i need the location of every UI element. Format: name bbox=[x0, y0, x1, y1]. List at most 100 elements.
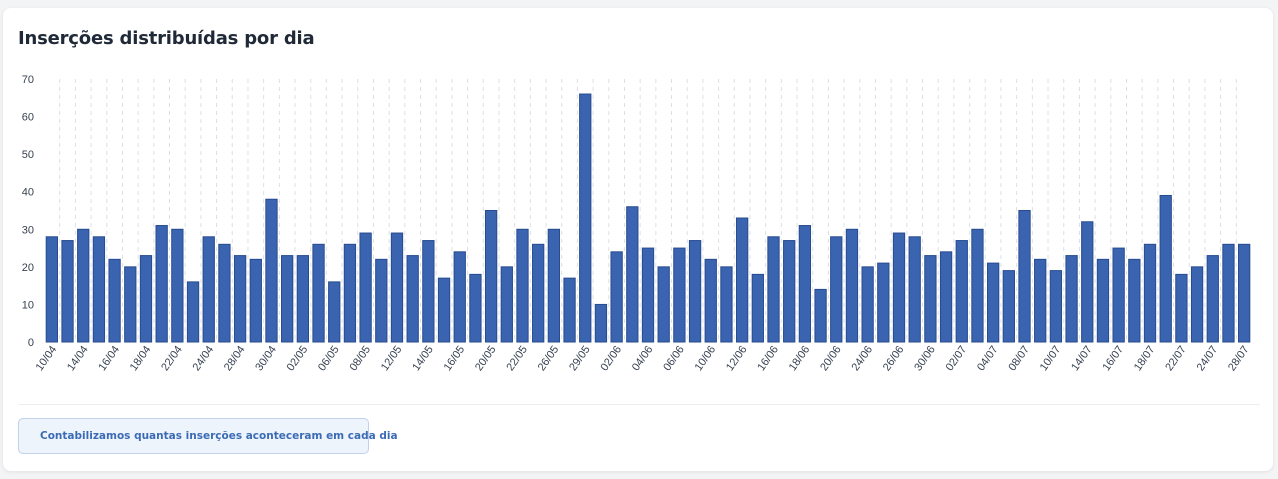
bar[interactable] bbox=[1206, 255, 1219, 343]
bar[interactable] bbox=[939, 251, 953, 343]
bar[interactable] bbox=[265, 198, 278, 343]
bar[interactable] bbox=[610, 251, 623, 343]
bar[interactable] bbox=[375, 258, 388, 343]
x-tick-label: 30/04 bbox=[253, 344, 279, 373]
bar[interactable] bbox=[1049, 270, 1063, 343]
bar[interactable] bbox=[986, 262, 1000, 343]
bar[interactable] bbox=[704, 258, 717, 343]
bar[interactable] bbox=[1112, 247, 1125, 343]
bar[interactable] bbox=[783, 240, 796, 343]
bar[interactable] bbox=[563, 277, 576, 343]
bar[interactable] bbox=[390, 232, 404, 343]
x-tick-label: 12/06 bbox=[724, 344, 750, 373]
bar[interactable] bbox=[406, 255, 419, 343]
bar[interactable] bbox=[218, 243, 231, 343]
bar[interactable] bbox=[296, 255, 310, 343]
x-tick-label: 26/05 bbox=[536, 344, 562, 373]
bar[interactable] bbox=[720, 266, 733, 343]
bar[interactable] bbox=[657, 266, 670, 343]
bar[interactable] bbox=[516, 228, 529, 343]
bar[interactable] bbox=[328, 281, 341, 343]
bar[interactable] bbox=[45, 236, 58, 343]
bar[interactable] bbox=[92, 236, 106, 343]
bar[interactable] bbox=[547, 228, 561, 343]
bar[interactable] bbox=[453, 251, 466, 343]
bar[interactable] bbox=[688, 240, 702, 343]
bar[interactable] bbox=[281, 255, 294, 343]
bar[interactable] bbox=[437, 277, 451, 343]
bar[interactable] bbox=[861, 266, 874, 343]
bar[interactable] bbox=[1143, 243, 1157, 343]
bar[interactable] bbox=[1018, 210, 1031, 343]
bar[interactable] bbox=[1081, 221, 1094, 343]
bar[interactable] bbox=[594, 303, 608, 343]
y-tick-label: 40 bbox=[22, 187, 34, 199]
bar[interactable] bbox=[155, 225, 168, 343]
bar[interactable] bbox=[171, 228, 184, 343]
bar[interactable] bbox=[673, 247, 686, 343]
bar[interactable] bbox=[186, 281, 200, 343]
bar[interactable] bbox=[908, 236, 921, 343]
bar[interactable] bbox=[830, 236, 843, 343]
bar[interactable] bbox=[626, 206, 639, 343]
bar-chart: 0 10 20 30 40 50 60 70 10/04 14/04 16/04 18/04 22/04… bbox=[22, 74, 1252, 373]
bar[interactable] bbox=[77, 228, 90, 343]
bar[interactable] bbox=[484, 210, 498, 343]
chart-card: Inserções distribuídas por dia 0 10 20 30 40… bbox=[3, 8, 1273, 471]
bar[interactable] bbox=[1238, 243, 1251, 343]
bar[interactable] bbox=[579, 93, 592, 343]
y-tick-label: 70 bbox=[22, 74, 34, 86]
x-tick-label: 14/07 bbox=[1069, 344, 1095, 373]
bar[interactable] bbox=[735, 217, 749, 343]
bar[interactable] bbox=[500, 266, 513, 343]
x-tick-label: 28/07 bbox=[1226, 344, 1252, 373]
bar[interactable] bbox=[532, 243, 545, 343]
x-tick-label: 29/05 bbox=[567, 344, 593, 373]
bar[interactable] bbox=[233, 255, 247, 343]
bar[interactable] bbox=[202, 236, 215, 343]
bar[interactable] bbox=[798, 225, 812, 343]
bar[interactable] bbox=[1190, 266, 1204, 343]
bar[interactable] bbox=[61, 240, 74, 343]
y-tick-label: 0 bbox=[28, 337, 34, 349]
x-tick-label: 12/05 bbox=[379, 344, 405, 373]
bar[interactable] bbox=[767, 236, 780, 343]
bar[interactable] bbox=[422, 240, 435, 343]
bar[interactable] bbox=[1159, 194, 1172, 343]
bar[interactable] bbox=[312, 243, 325, 343]
bar[interactable] bbox=[343, 243, 357, 343]
bar[interactable] bbox=[892, 232, 906, 343]
bar[interactable] bbox=[1096, 258, 1110, 343]
bar[interactable] bbox=[1175, 273, 1188, 343]
x-tick-label: 20/06 bbox=[818, 344, 844, 373]
chart-title: Inserções distribuídas por dia bbox=[18, 28, 315, 49]
x-tick-label: 02/07 bbox=[944, 344, 970, 373]
bar[interactable] bbox=[641, 247, 655, 343]
bar[interactable] bbox=[1065, 255, 1078, 343]
bar[interactable] bbox=[955, 240, 968, 343]
bar[interactable] bbox=[249, 258, 262, 343]
x-tick-label: 08/07 bbox=[1006, 344, 1032, 373]
bar[interactable] bbox=[139, 255, 153, 343]
y-tick-label: 10 bbox=[22, 299, 34, 311]
bar[interactable] bbox=[108, 258, 121, 343]
info-note-text: Contabilizamos quantas inserções acontec… bbox=[40, 430, 398, 442]
bar[interactable] bbox=[877, 262, 890, 343]
bar[interactable] bbox=[1128, 258, 1141, 343]
bar[interactable] bbox=[1034, 258, 1047, 343]
bar[interactable] bbox=[469, 273, 482, 343]
divider bbox=[18, 404, 1260, 405]
x-tick-label: 04/07 bbox=[975, 344, 1001, 373]
bar[interactable] bbox=[814, 288, 827, 343]
x-tick-label: 22/07 bbox=[1163, 344, 1189, 373]
x-tick-label: 22/04 bbox=[159, 344, 185, 373]
bar[interactable] bbox=[124, 266, 137, 343]
bar[interactable] bbox=[359, 232, 372, 343]
bar[interactable] bbox=[1222, 243, 1235, 343]
bar[interactable] bbox=[971, 228, 984, 343]
bar[interactable] bbox=[924, 255, 937, 343]
x-tick-label: 18/04 bbox=[128, 344, 154, 373]
bar[interactable] bbox=[751, 273, 764, 343]
bar[interactable] bbox=[845, 228, 859, 343]
bar[interactable] bbox=[1002, 270, 1015, 343]
